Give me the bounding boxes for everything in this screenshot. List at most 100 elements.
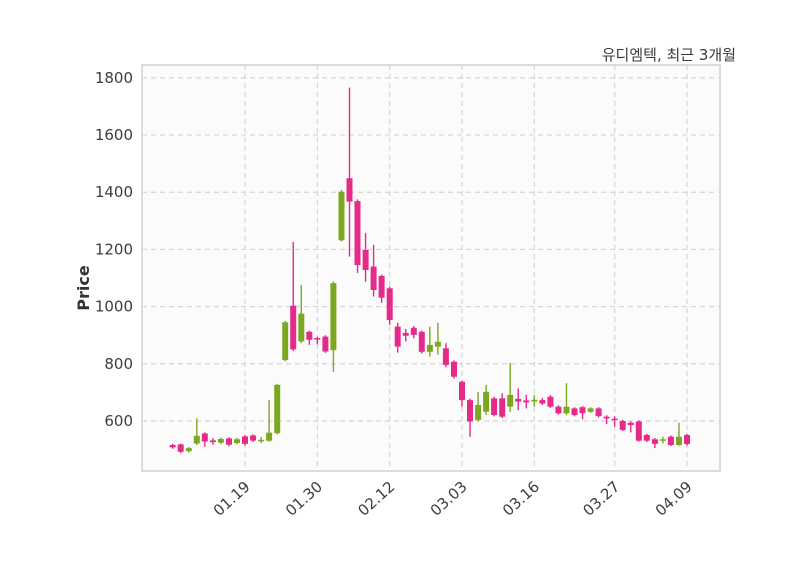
candle-body bbox=[410, 327, 417, 335]
candle-body bbox=[209, 440, 216, 443]
candle bbox=[555, 405, 562, 415]
candle-body bbox=[378, 276, 385, 298]
candle-body bbox=[282, 322, 289, 360]
x-tick-label: 04.09 bbox=[652, 478, 696, 520]
candle-body bbox=[298, 313, 305, 342]
candle bbox=[595, 407, 602, 418]
candle bbox=[459, 380, 465, 407]
y-tick-label: 600 bbox=[104, 412, 133, 430]
candle-body bbox=[595, 408, 602, 417]
candle-body bbox=[217, 439, 224, 443]
candle-body bbox=[258, 439, 265, 442]
candle-body bbox=[684, 435, 690, 445]
candle-body bbox=[442, 348, 449, 365]
y-tick-label: 1800 bbox=[95, 69, 133, 87]
candle bbox=[177, 443, 184, 454]
candle-body bbox=[234, 439, 240, 443]
candle bbox=[491, 396, 498, 417]
candle-body bbox=[394, 326, 401, 347]
candle-body bbox=[346, 178, 353, 202]
candle bbox=[185, 447, 192, 453]
y-tick-label: 800 bbox=[104, 355, 133, 373]
candle bbox=[298, 284, 305, 344]
candle bbox=[354, 199, 361, 273]
candle-body bbox=[619, 421, 626, 430]
x-tick-label: 01.19 bbox=[210, 478, 254, 520]
candle-body bbox=[467, 400, 473, 422]
candle-body bbox=[370, 266, 377, 290]
candle-body bbox=[290, 305, 297, 350]
candle bbox=[603, 415, 610, 425]
candle bbox=[290, 242, 297, 351]
plot-area bbox=[142, 65, 720, 471]
y-tick-label: 1200 bbox=[95, 240, 133, 258]
candle-body bbox=[523, 400, 530, 403]
candle bbox=[362, 233, 369, 282]
candle-body bbox=[226, 438, 232, 445]
candle bbox=[483, 384, 490, 415]
candle-body bbox=[579, 407, 586, 414]
candle-body bbox=[475, 405, 482, 420]
candle bbox=[217, 437, 224, 445]
candle-body bbox=[555, 406, 562, 414]
candle bbox=[523, 394, 530, 409]
candle bbox=[579, 406, 586, 420]
candle bbox=[467, 398, 473, 437]
candle-body bbox=[515, 398, 522, 402]
candle-body bbox=[643, 435, 650, 441]
candle bbox=[547, 395, 554, 409]
candle-body bbox=[603, 416, 610, 419]
candle bbox=[659, 436, 666, 444]
candle bbox=[282, 320, 289, 362]
candle-body bbox=[193, 435, 200, 444]
candle bbox=[515, 388, 522, 411]
candle bbox=[418, 330, 425, 354]
candle-body bbox=[362, 250, 369, 270]
candle bbox=[386, 286, 393, 325]
candle bbox=[499, 393, 506, 419]
candle-body bbox=[322, 336, 329, 352]
candle-body bbox=[667, 436, 674, 445]
candle-body bbox=[499, 398, 506, 417]
candle-body bbox=[426, 344, 433, 352]
candle-body bbox=[451, 361, 457, 377]
candle bbox=[627, 421, 634, 433]
candle bbox=[370, 244, 377, 297]
candle bbox=[507, 363, 514, 412]
candle bbox=[242, 435, 248, 446]
candle-body bbox=[201, 433, 208, 442]
candle bbox=[266, 400, 273, 442]
candle bbox=[226, 437, 232, 447]
candle bbox=[258, 437, 265, 443]
candle bbox=[571, 407, 578, 417]
candle-body bbox=[330, 283, 337, 351]
candle bbox=[209, 438, 216, 445]
y-tick-label: 1600 bbox=[95, 126, 133, 144]
candle-body bbox=[676, 436, 682, 445]
y-tick-label: 1400 bbox=[95, 183, 133, 201]
candle-body bbox=[250, 435, 257, 441]
candle-body bbox=[483, 391, 490, 412]
candle-body bbox=[627, 422, 634, 425]
plot-border bbox=[141, 64, 721, 472]
candle-body bbox=[169, 445, 176, 448]
candle-body bbox=[402, 332, 409, 336]
candle bbox=[378, 274, 385, 303]
candle bbox=[676, 422, 682, 446]
candle-body bbox=[539, 400, 546, 404]
candle bbox=[635, 420, 642, 442]
y-axis-label: Price bbox=[74, 265, 93, 311]
x-tick-label: 02.12 bbox=[354, 478, 398, 520]
plot-layer: 600 800 1000 1200 1400 1600 1800 01.19 01.30 02.1… bbox=[95, 64, 721, 520]
candle bbox=[306, 330, 313, 345]
candle-body bbox=[659, 439, 666, 441]
candle-body bbox=[266, 432, 273, 441]
candle bbox=[322, 335, 329, 353]
candle bbox=[667, 435, 674, 447]
candle-body bbox=[242, 436, 248, 444]
candle-body bbox=[338, 191, 345, 241]
candle-body bbox=[611, 418, 618, 421]
candle-body bbox=[274, 384, 281, 434]
candle bbox=[539, 398, 546, 405]
